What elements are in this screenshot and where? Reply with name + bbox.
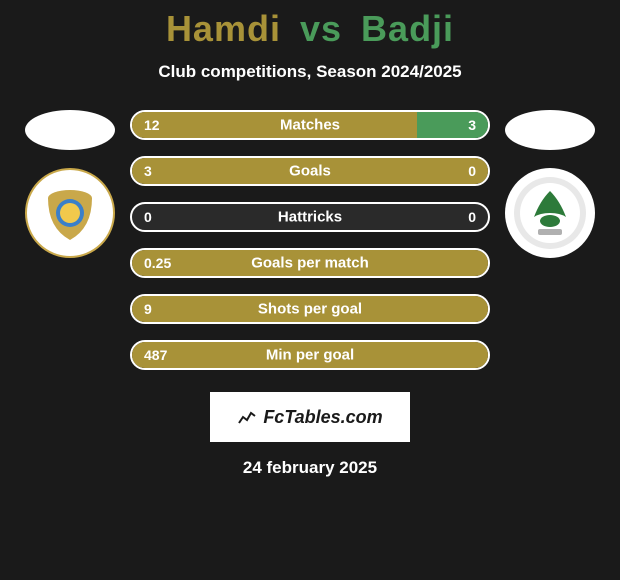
stat-label: Shots per goal <box>258 301 362 318</box>
player1-club-badge <box>25 168 115 258</box>
stat-value-left: 487 <box>144 347 167 363</box>
main-row: 12 3 Matches 3 0 Goals 0 0 Hattricks 0.25 Goals pe… <box>0 110 620 370</box>
player1-name: Hamdi <box>166 8 281 49</box>
stat-value-left: 9 <box>144 301 152 317</box>
stat-value-right: 0 <box>468 163 476 179</box>
stat-value-left: 3 <box>144 163 152 179</box>
subtitle: Club competitions, Season 2024/2025 <box>0 62 620 82</box>
chart-icon <box>237 407 257 427</box>
date: 24 february 2025 <box>0 458 620 478</box>
stat-bar: 12 3 Matches <box>130 110 490 140</box>
player2-photo-placeholder <box>505 110 595 150</box>
stats-column: 12 3 Matches 3 0 Goals 0 0 Hattricks 0.25 Goals pe… <box>130 110 490 370</box>
stat-value-left: 0 <box>144 209 152 225</box>
player2-club-badge <box>505 168 595 258</box>
stat-bar: 9 Shots per goal <box>130 294 490 324</box>
stat-bar: 0 0 Hattricks <box>130 202 490 232</box>
right-side <box>500 110 600 258</box>
stat-fill-right <box>417 112 488 138</box>
stat-value-right: 0 <box>468 209 476 225</box>
stat-label: Matches <box>280 117 340 134</box>
vs-separator: vs <box>300 8 342 49</box>
stat-value-left: 0.25 <box>144 255 171 271</box>
watermark: FcTables.com <box>210 392 410 442</box>
stat-label: Goals per match <box>251 255 369 272</box>
player2-name: Badji <box>361 8 454 49</box>
stat-label: Goals <box>289 163 331 180</box>
stat-label: Hattricks <box>278 209 342 226</box>
stat-bar: 0.25 Goals per match <box>130 248 490 278</box>
stat-value-right: 3 <box>468 117 476 133</box>
club-badge-elmasry-icon <box>510 173 590 253</box>
club-badge-ismaily-icon <box>35 178 105 248</box>
comparison-title: Hamdi vs Badji <box>0 8 620 50</box>
watermark-text: FcTables.com <box>263 407 382 428</box>
player1-photo-placeholder <box>25 110 115 150</box>
stat-bar: 3 0 Goals <box>130 156 490 186</box>
stat-value-left: 12 <box>144 117 160 133</box>
left-side <box>20 110 120 258</box>
stat-label: Min per goal <box>266 347 354 364</box>
stat-bar: 487 Min per goal <box>130 340 490 370</box>
stat-fill-left <box>132 112 417 138</box>
